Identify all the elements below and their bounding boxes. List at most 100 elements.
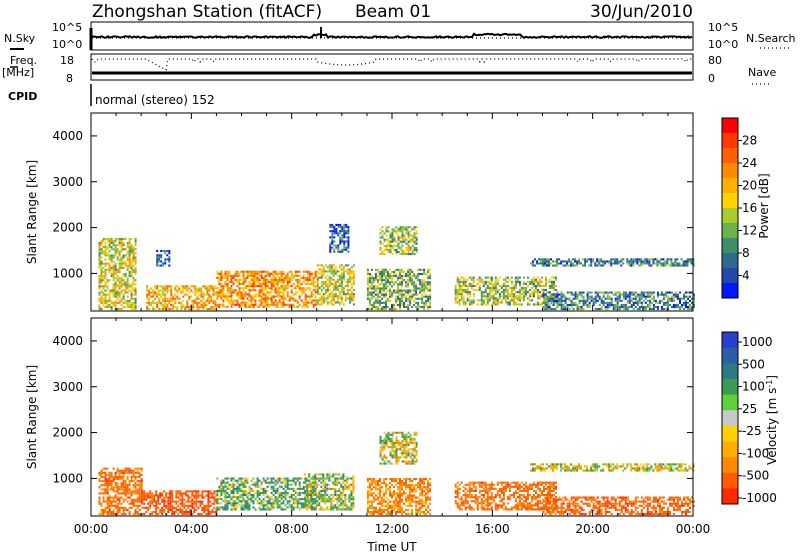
data-cell: [488, 280, 491, 283]
data-cell: [300, 289, 303, 292]
data-cell: [254, 276, 257, 279]
data-cell: [368, 281, 371, 284]
data-cell: [470, 282, 473, 285]
data-cell: [171, 496, 174, 499]
data-cell: [407, 240, 410, 243]
data-cell: [112, 260, 115, 263]
data-cell: [454, 299, 457, 302]
data-cell: [366, 295, 369, 298]
data-cell: [310, 278, 313, 281]
data-cell: [234, 299, 237, 302]
data-cell: [346, 481, 349, 484]
data-cell: [268, 281, 271, 284]
data-cell: [98, 478, 101, 481]
data-cell: [324, 280, 327, 283]
data-cell: [128, 242, 131, 245]
data-cell: [298, 485, 301, 488]
data-cell: [584, 258, 587, 261]
data-cell: [339, 232, 342, 235]
data-cell: [546, 295, 549, 298]
data-cell: [318, 303, 321, 306]
data-cell: [118, 478, 121, 481]
data-cell: [652, 297, 655, 300]
data-cell: [184, 308, 187, 311]
data-cell: [415, 238, 418, 241]
data-cell: [194, 285, 197, 288]
data-cell: [108, 478, 111, 481]
data-cell: [534, 264, 536, 267]
data-cell: [128, 289, 131, 292]
data-cell: [276, 487, 279, 490]
data-cell: [345, 223, 348, 226]
data-cell: [578, 301, 581, 304]
data-cell: [112, 291, 115, 294]
data-cell: [415, 285, 418, 288]
data-cell: [209, 496, 212, 499]
data-cell: [98, 498, 101, 501]
data-cell: [300, 276, 303, 279]
data-cell: [344, 280, 347, 283]
data-cell: [108, 289, 111, 292]
data-cell: [136, 480, 139, 483]
data-cell: [387, 277, 389, 280]
data-cell: [423, 281, 426, 284]
data-cell: [415, 306, 418, 309]
data-cell: [389, 275, 391, 278]
data-cell: [413, 303, 416, 306]
data-cell: [104, 299, 107, 302]
data-cell: [264, 303, 267, 306]
data-cell: [691, 306, 693, 309]
data-cell: [532, 260, 534, 263]
data-cell: [254, 299, 257, 302]
data-cell: [316, 293, 319, 296]
data-cell: [316, 301, 319, 304]
data-cell: [264, 299, 267, 302]
data-cell: [407, 306, 410, 309]
data-cell: [680, 264, 683, 267]
data-cell: [582, 308, 585, 311]
data-cell: [130, 480, 133, 483]
data-cell: [120, 289, 123, 292]
data-cell: [466, 297, 469, 300]
data-cell: [411, 295, 414, 298]
data-cell: [372, 279, 375, 282]
data-cell: [352, 293, 355, 296]
data-cell: [348, 301, 351, 304]
data-cell: [564, 301, 567, 304]
data-cell: [385, 283, 387, 286]
data-cell: [524, 282, 527, 285]
data-cell: [401, 228, 404, 231]
data-cell: [136, 467, 139, 470]
data-cell: [381, 456, 384, 459]
data-cell: [98, 291, 101, 294]
data-cell: [254, 485, 257, 488]
data-cell: [522, 295, 525, 298]
data-cell: [614, 303, 617, 306]
data-cell: [496, 282, 499, 285]
data-cell: [294, 489, 297, 492]
data-cell: [578, 291, 581, 294]
data-cell: [282, 299, 285, 302]
data-cell: [218, 274, 221, 277]
data-cell: [284, 489, 287, 492]
data-cell: [280, 272, 283, 275]
data-cell: [106, 480, 109, 483]
data-cell: [170, 308, 173, 311]
data-cell: [458, 284, 461, 287]
data-cell: [151, 498, 154, 501]
data-cell: [407, 248, 410, 251]
data-cell: [686, 264, 689, 267]
data-cell: [145, 492, 148, 495]
data-cell: [280, 278, 283, 281]
data-cell: [490, 303, 493, 306]
data-cell: [352, 477, 355, 480]
data-cell: [342, 500, 345, 503]
data-cell: [381, 253, 384, 256]
data-cell: [350, 270, 353, 273]
data-cell: [413, 299, 416, 302]
data-cell: [248, 299, 251, 302]
data-cell: [560, 301, 563, 304]
data-cell: [171, 500, 174, 503]
data-cell: [128, 252, 131, 255]
data-cell: [106, 500, 109, 503]
